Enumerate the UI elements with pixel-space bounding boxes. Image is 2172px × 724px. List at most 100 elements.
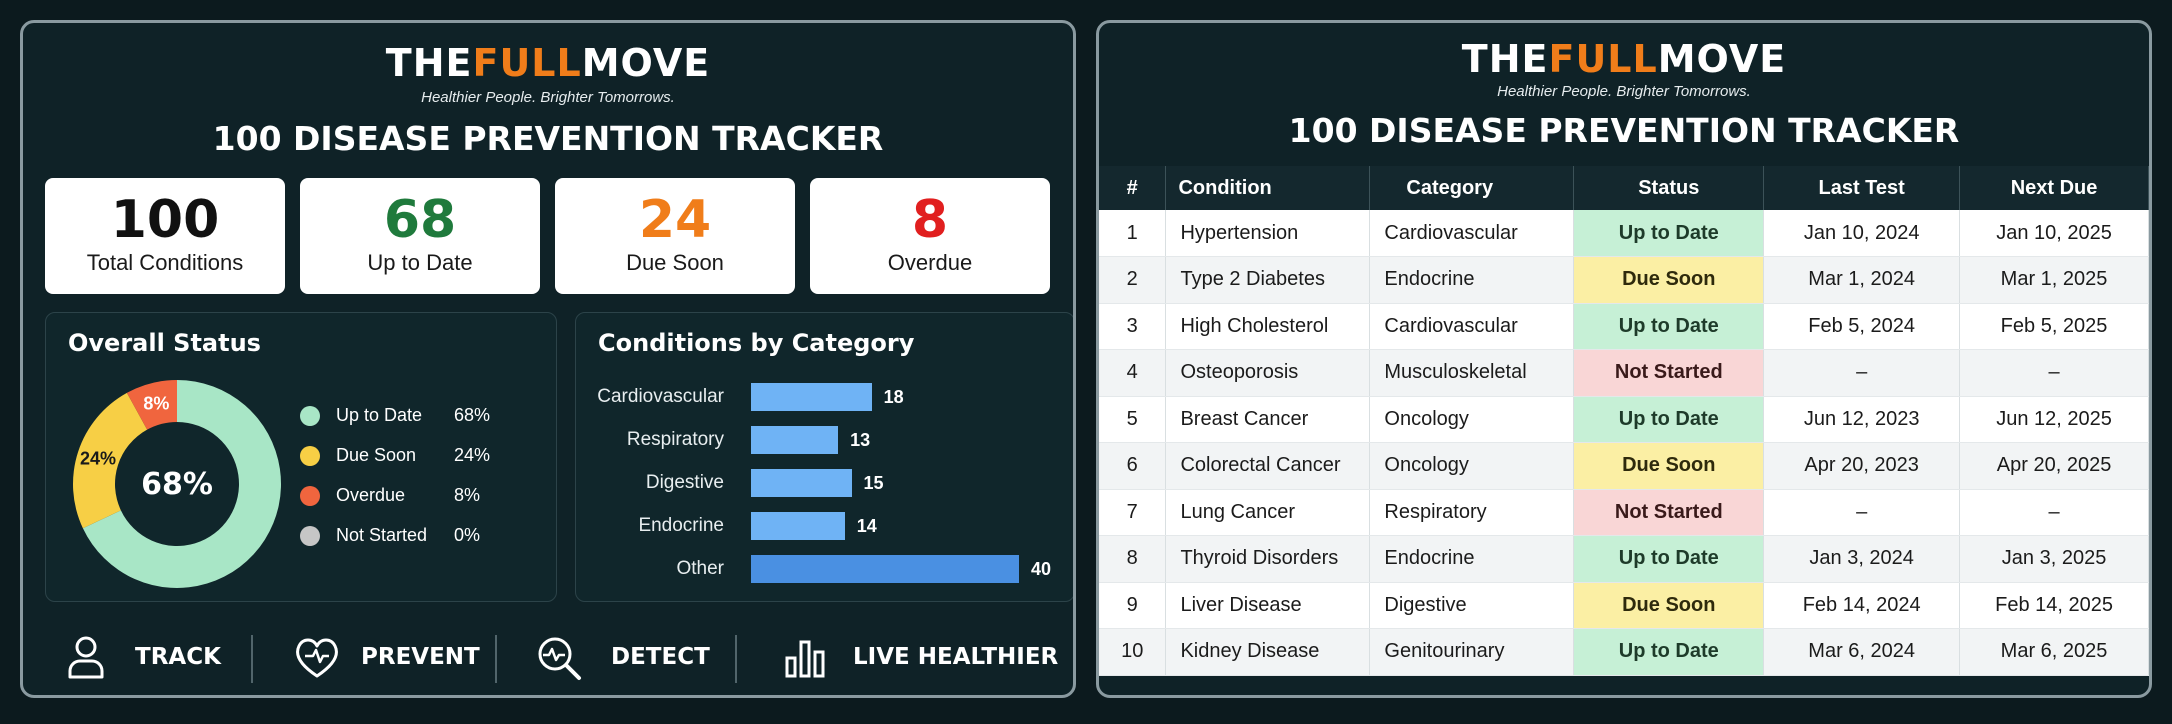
brand-logo: THEFULLMOVE	[1461, 37, 1787, 81]
last-test-cell: Jun 12, 2023	[1763, 396, 1961, 443]
due-soon-slice	[72, 392, 148, 529]
bar-category-label: Digestive	[645, 472, 724, 493]
category-cell: Cardiovascular	[1369, 210, 1575, 257]
donut-center-label: 68%	[141, 467, 213, 502]
stat-value: 8	[911, 190, 949, 250]
status-badge: Due Soon	[1573, 256, 1765, 304]
stat-card-total: 100 Total Conditions	[45, 178, 285, 294]
bar-value-label: 15	[863, 473, 884, 493]
legend-label: Up to Date	[336, 405, 423, 425]
legend-dot	[300, 406, 320, 426]
table-header-row: # Condition Category Status Last Test Ne…	[1099, 166, 2149, 210]
footer-divider	[735, 635, 737, 683]
brand-logo: THEFULLMOVE	[385, 41, 711, 85]
stat-label: Due Soon	[626, 250, 724, 275]
category-cell: Endocrine	[1369, 256, 1575, 304]
next-due-cell: –	[1959, 489, 2149, 536]
table-row: 4 Osteoporosis Musculoskeletal Not Started –…	[1099, 349, 2149, 397]
footer-label: TRACK	[135, 644, 221, 670]
column-header-number: #	[1099, 166, 1167, 210]
condition-cell: Colorectal Cancer	[1165, 442, 1371, 490]
category-bar	[751, 469, 852, 497]
footer-track: TRACK	[63, 628, 223, 688]
table-row: 9 Liver Disease Digestive Due Soon Feb 14, 2…	[1099, 582, 2149, 629]
footer-detect: DETECT	[535, 628, 735, 688]
condition-cell: High Cholesterol	[1165, 303, 1371, 350]
last-test-cell: Feb 5, 2024	[1763, 303, 1961, 350]
dashboard-panel: THEFULLMOVE Healthier People. Brighter T…	[20, 20, 1076, 698]
category-cell: Genitourinary	[1369, 628, 1575, 676]
legend-value: 24%	[454, 445, 491, 465]
table-row: 3 High Cholesterol Cardiovascular Up to Dat…	[1099, 303, 2149, 350]
next-due-cell: Jan 3, 2025	[1959, 535, 2149, 583]
condition-cell: Type 2 Diabetes	[1165, 256, 1371, 304]
last-test-cell: –	[1763, 489, 1961, 536]
last-test-cell: Jan 3, 2024	[1763, 535, 1961, 583]
stat-card-overdue: 8 Overdue	[810, 178, 1050, 294]
condition-cell: Thyroid Disorders	[1165, 535, 1371, 583]
next-due-cell: Feb 14, 2025	[1959, 582, 2149, 629]
row-number: 5	[1099, 396, 1167, 443]
category-bar	[751, 383, 872, 411]
brand-tagline: Healthier People. Brighter Tomorrows.	[421, 89, 675, 106]
category-chart-title: Conditions by Category	[598, 329, 915, 357]
overall-status-card: Overall Status 24% 8% 68% Up to Date 68% Due…	[45, 312, 557, 602]
stat-label: Overdue	[887, 250, 973, 275]
footer-label: LIVE HEALTHIER	[853, 644, 1059, 670]
category-chart-card: Conditions by Category Cardiovascular 18 R…	[575, 312, 1073, 602]
footer-label: PREVENT	[361, 644, 480, 670]
table-row: 2 Type 2 Diabetes Endocrine Due Soon Mar 1, …	[1099, 256, 2149, 304]
legend-dot	[300, 446, 320, 466]
bar-category-label: Endocrine	[638, 515, 724, 536]
condition-cell: Lung Cancer	[1165, 489, 1371, 536]
magnifier-pulse-icon	[538, 637, 581, 680]
legend-value: 8%	[454, 485, 481, 505]
stat-label: Total Conditions	[86, 250, 244, 275]
status-badge: Not Started	[1573, 489, 1765, 536]
footer-divider	[495, 635, 497, 683]
row-number: 7	[1099, 489, 1167, 536]
next-due-cell: Apr 20, 2025	[1959, 442, 2149, 490]
slice-label: 24%	[80, 448, 116, 468]
category-cell: Oncology	[1369, 396, 1575, 443]
category-bar	[751, 512, 845, 540]
column-header-category: Category	[1369, 166, 1575, 210]
bar-category-label: Other	[676, 558, 724, 579]
person-icon	[68, 636, 104, 679]
next-due-cell: Feb 5, 2025	[1959, 303, 2149, 350]
footer-divider	[251, 635, 253, 683]
next-due-cell: Jan 10, 2025	[1959, 210, 2149, 257]
row-number: 3	[1099, 303, 1167, 350]
column-header-next-due: Next Due	[1959, 166, 2149, 210]
legend-label: Not Started	[336, 525, 428, 545]
page-title: 100 DISEASE PREVENTION TRACKER	[1288, 111, 1960, 150]
condition-cell: Breast Cancer	[1165, 396, 1371, 443]
bar-chart-icon	[785, 640, 825, 678]
row-number: 8	[1099, 535, 1167, 583]
next-due-cell: Mar 6, 2025	[1959, 628, 2149, 676]
status-badge: Up to Date	[1573, 303, 1765, 350]
up-to-date-slice	[82, 380, 282, 588]
legend-value: 68%	[454, 405, 491, 425]
status-badge: Up to Date	[1573, 535, 1765, 583]
bar-value-label: 18	[883, 387, 904, 407]
stat-value: 68	[383, 190, 457, 250]
row-number: 9	[1099, 582, 1167, 629]
status-donut-chart: 24% 8% 68%	[72, 380, 282, 588]
bar-category-label: Respiratory	[626, 429, 724, 450]
stat-card-due-soon: 24 Due Soon	[555, 178, 795, 294]
category-cell: Oncology	[1369, 442, 1575, 490]
last-test-cell: Feb 14, 2024	[1763, 582, 1961, 629]
next-due-cell: Mar 1, 2025	[1959, 256, 2149, 304]
last-test-cell: –	[1763, 349, 1961, 397]
condition-cell: Hypertension	[1165, 210, 1371, 257]
footer-live-healthier: LIVE HEALTHIER	[783, 628, 1058, 688]
legend-label: Due Soon	[336, 445, 417, 465]
legend-value: 0%	[454, 525, 481, 545]
category-cell: Endocrine	[1369, 535, 1575, 583]
legend-dot	[300, 486, 320, 506]
last-test-cell: Mar 6, 2024	[1763, 628, 1961, 676]
last-test-cell: Apr 20, 2023	[1763, 442, 1961, 490]
bar-value-label: 14	[856, 516, 877, 536]
legend-label: Overdue	[336, 485, 406, 505]
